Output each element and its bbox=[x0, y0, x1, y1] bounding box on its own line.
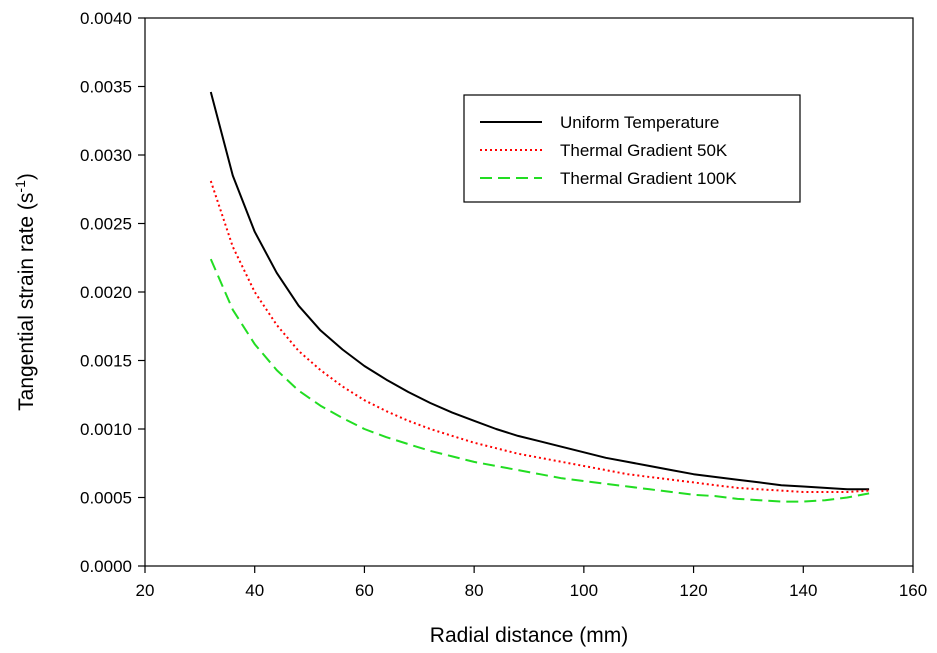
y-tick-label: 0.0040 bbox=[80, 9, 132, 28]
x-tick-label: 40 bbox=[245, 581, 264, 600]
series-line-0 bbox=[209, 91, 870, 491]
legend-label-gradient-100k: Thermal Gradient 100K bbox=[560, 169, 737, 188]
legend-label-gradient-50k: Thermal Gradient 50K bbox=[560, 141, 728, 160]
x-axis-title: Radial distance (mm) bbox=[430, 624, 628, 647]
y-tick-label: 0.0010 bbox=[80, 420, 132, 439]
y-axis: 0.0000 0.0005 0.0010 0.0015 0.0020 0.0025 0.00… bbox=[80, 9, 145, 576]
y-axis-title-close: ) bbox=[15, 173, 38, 180]
x-tick-label: 80 bbox=[465, 581, 484, 600]
x-tick-label: 120 bbox=[679, 581, 707, 600]
y-tick-label: 0.0000 bbox=[80, 557, 132, 576]
y-tick-label: 0.0020 bbox=[80, 283, 132, 302]
legend-box bbox=[463, 94, 801, 203]
series-line-1 bbox=[209, 180, 870, 493]
y-tick-label: 0.0035 bbox=[80, 78, 132, 97]
legend-label-uniform: Uniform Temperature bbox=[560, 113, 719, 132]
y-tick-label: 0.0030 bbox=[80, 146, 132, 165]
legend: Uniform Temperature Thermal Gradient 50K… bbox=[463, 94, 801, 203]
y-tick-label: 0.0025 bbox=[80, 215, 132, 234]
x-axis: 20 40 60 80 100 120 140 160 bbox=[136, 566, 927, 600]
x-tick-label: 160 bbox=[899, 581, 927, 600]
series-line-2 bbox=[209, 258, 870, 503]
y-axis-title: Tangential strain rate (s-1) bbox=[12, 173, 38, 411]
y-axis-title-superscript: -1 bbox=[12, 180, 28, 193]
y-axis-title-main: Tangential strain rate (s bbox=[15, 193, 38, 411]
x-tick-label: 100 bbox=[570, 581, 598, 600]
x-tick-label: 60 bbox=[355, 581, 374, 600]
x-tick-label: 140 bbox=[789, 581, 817, 600]
series-layer bbox=[209, 91, 870, 503]
x-tick-label: 20 bbox=[136, 581, 155, 600]
y-tick-label: 0.0005 bbox=[80, 489, 132, 508]
y-tick-label: 0.0015 bbox=[80, 352, 132, 371]
